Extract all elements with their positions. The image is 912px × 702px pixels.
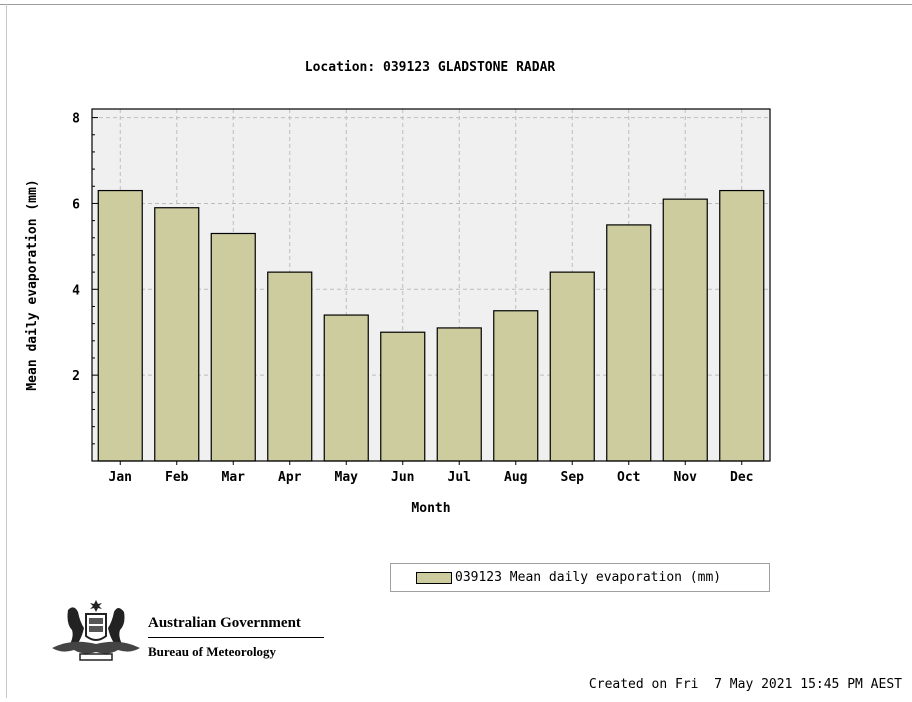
- bar-aug: [493, 310, 539, 462]
- frame-left-border: [6, 4, 7, 698]
- x-tick-label-mar: Mar: [222, 470, 246, 485]
- bar-dec: [719, 189, 765, 462]
- y-tick-label: 2: [72, 369, 80, 384]
- bar-may: [323, 314, 369, 462]
- x-tick-label-jun: Jun: [391, 470, 414, 485]
- legend-label: 039123 Mean daily evaporation (mm): [455, 570, 722, 585]
- bar-nov: [662, 198, 708, 462]
- x-tick-label-aug: Aug: [504, 470, 527, 485]
- legend-swatch: [416, 571, 452, 584]
- australian-government-text: Australian Government: [148, 615, 301, 631]
- evaporation-bar-chart: Location: 039123 GLADSTONE RADAR 2 4 6 8 Ja…: [25, 60, 771, 516]
- x-axis-ticks: Jan Feb Mar Apr May Jun Jul Aug Sep Oct Nov Dec: [109, 461, 753, 485]
- x-tick-label-sep: Sep: [561, 470, 585, 485]
- bar-mar: [210, 232, 256, 462]
- x-tick-label-apr: Apr: [278, 470, 302, 485]
- bar-jun: [380, 331, 426, 462]
- y-tick-label: 6: [72, 197, 80, 212]
- x-tick-label-jan: Jan: [109, 470, 132, 485]
- bar-oct: [606, 224, 652, 462]
- chart-legend: 039123 Mean daily evaporation (mm): [390, 563, 770, 592]
- bureau-of-meteorology-text: Bureau of Meteorology: [148, 644, 277, 659]
- y-tick-label: 4: [72, 283, 80, 298]
- y-axis-ticks: 2 4 6 8: [72, 112, 98, 445]
- chart-title: Location: 039123 GLADSTONE RADAR: [305, 60, 556, 75]
- bar-sep: [549, 271, 595, 462]
- x-tick-label-feb: Feb: [165, 470, 189, 485]
- x-tick-label-may: May: [335, 470, 359, 485]
- x-tick-label-nov: Nov: [674, 470, 698, 485]
- x-tick-label-dec: Dec: [730, 470, 753, 485]
- branding-divider: [148, 637, 324, 638]
- y-tick-label: 8: [72, 112, 80, 127]
- bar-jul: [436, 327, 482, 462]
- x-axis-label: Month: [411, 501, 450, 516]
- coat-of-arms-icon: [52, 600, 140, 661]
- x-tick-label-oct: Oct: [617, 470, 640, 485]
- created-timestamp: Created on Fri 7 May 2021 15:45 PM AEST: [588, 677, 902, 692]
- bar-apr: [267, 271, 313, 462]
- x-tick-label-jul: Jul: [448, 470, 471, 485]
- bar-feb: [154, 207, 200, 462]
- frame-top-border: [0, 4, 912, 5]
- plot-area: [92, 109, 770, 461]
- bar-jan: [97, 189, 143, 462]
- y-axis-label: Mean daily evaporation (mm): [25, 179, 40, 390]
- plot-border: [91, 108, 771, 462]
